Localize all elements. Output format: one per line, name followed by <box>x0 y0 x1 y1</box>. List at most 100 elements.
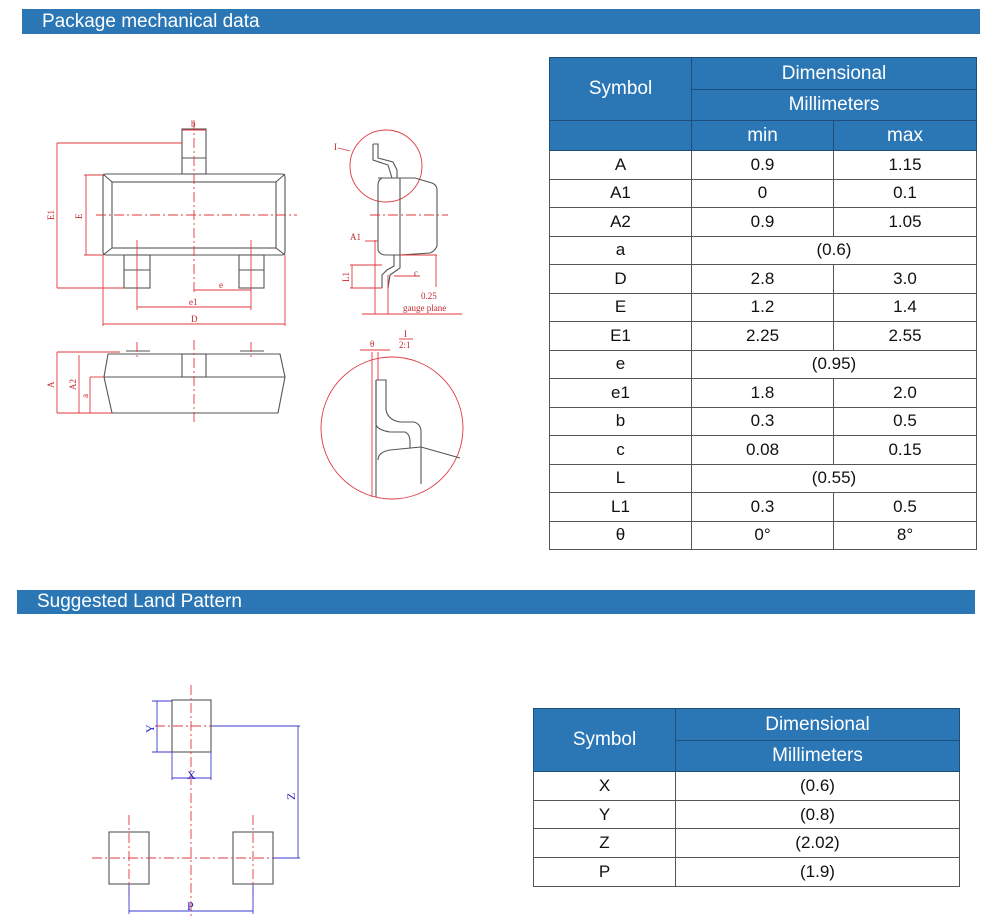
mechanical-dimensions-table: Symbol Dimensional Millimeters min max A… <box>549 57 977 550</box>
label-A2: A2 <box>68 379 78 390</box>
label-A: A <box>46 381 56 388</box>
label-detail-I: I <box>334 142 337 152</box>
max-cell: 1.4 <box>833 292 977 322</box>
min-cell: 0.9 <box>691 150 834 180</box>
label-theta: θ <box>370 339 374 349</box>
max-cell: 2.0 <box>833 378 977 408</box>
table-row: A 0.9 1.15 <box>549 150 977 180</box>
section-header-land-pattern: Suggested Land Pattern <box>17 590 975 614</box>
min-cell: 1.2 <box>691 292 834 322</box>
unit-header: Millimeters <box>675 740 960 772</box>
table-row: e (0.95) <box>549 349 977 379</box>
min-cell: 0.3 <box>691 492 834 522</box>
symbol-header: Symbol <box>533 708 676 772</box>
max-cell: 1.15 <box>833 150 977 180</box>
symbol-cell: b <box>549 406 692 436</box>
front-view: A A2 a <box>46 340 286 425</box>
min-cell: 0 <box>691 178 834 208</box>
section-header-mechanical: Package mechanical data <box>22 9 980 34</box>
symbol-cell: A2 <box>549 207 692 237</box>
table-row: P (1.9) <box>533 857 960 887</box>
table-row: a (0.6) <box>549 235 977 265</box>
min-header: min <box>691 120 834 151</box>
symbol-cell: e1 <box>549 378 692 408</box>
table-row: L (0.55) <box>549 463 977 493</box>
table-row: E1 2.25 2.55 <box>549 321 977 351</box>
max-cell: 1.05 <box>833 207 977 237</box>
nominal-cell: (0.95) <box>691 349 977 379</box>
section-title: Suggested Land Pattern <box>37 591 242 612</box>
side-view: I A1 L1 c 0.25 gauge plane <box>334 129 462 315</box>
max-cell: 0.15 <box>833 435 977 465</box>
label-e1: e1 <box>189 297 198 307</box>
table-row: A1 0 0.1 <box>549 178 977 208</box>
symbol-cell: E1 <box>549 321 692 351</box>
label-E1: E1 <box>46 210 56 220</box>
label-scale: 2:1 <box>399 340 411 350</box>
max-header: max <box>833 120 977 151</box>
symbol-cell: θ <box>549 520 692 550</box>
table-row: X (0.6) <box>533 771 960 801</box>
symbol-cell: P <box>533 857 676 887</box>
dimensional-header: Dimensional <box>675 708 960 741</box>
min-cell: 0.3 <box>691 406 834 436</box>
symbol-cell: A1 <box>549 178 692 208</box>
nominal-cell: (0.6) <box>691 235 977 265</box>
min-cell: 2.8 <box>691 264 834 294</box>
symbol-cell: D <box>549 264 692 294</box>
table-row: Z (2.02) <box>533 828 960 859</box>
label-gauge-value: 0.25 <box>421 291 437 301</box>
label-L1: L1 <box>341 272 351 282</box>
label-Y: Y <box>143 724 157 733</box>
max-cell: 0.5 <box>833 492 977 522</box>
min-cell: 0° <box>691 520 834 550</box>
value-cell: (2.02) <box>675 828 960 859</box>
label-E: E <box>74 213 84 219</box>
table-row: c 0.08 0.15 <box>549 435 977 465</box>
symbol-cell: E <box>549 292 692 322</box>
value-cell: (0.6) <box>675 771 960 801</box>
symbol-cell: X <box>533 771 676 801</box>
land-pattern-table: Symbol Dimensional Millimeters X (0.6) Y (0… <box>533 708 960 887</box>
unit-header: Millimeters <box>691 89 977 121</box>
nominal-cell: (0.55) <box>691 463 977 493</box>
table-row: D 2.8 3.0 <box>549 264 977 294</box>
section-title: Package mechanical data <box>42 11 260 32</box>
table-row: e1 1.8 2.0 <box>549 378 977 408</box>
table-row: E 1.2 1.4 <box>549 292 977 322</box>
symbol-cell: Z <box>533 828 676 859</box>
min-cell: 2.25 <box>691 321 834 351</box>
label-gauge-plane: gauge plane <box>403 303 446 313</box>
value-cell: (0.8) <box>675 799 960 830</box>
symbol-header: Symbol <box>549 57 692 121</box>
max-cell: 2.55 <box>833 321 977 351</box>
max-cell: 0.1 <box>833 178 977 208</box>
symbol-cell: Y <box>533 799 676 830</box>
dimensional-header: Dimensional <box>691 57 977 90</box>
symbol-cell: L1 <box>549 492 692 522</box>
symbol-cell: c <box>549 435 692 465</box>
label-c: c <box>414 268 418 278</box>
max-cell: 3.0 <box>833 264 977 294</box>
table-row: L1 0.3 0.5 <box>549 492 977 522</box>
label-detail-ref: I <box>404 329 407 339</box>
detail-view: θ I 2:1 <box>320 329 464 500</box>
land-pattern-drawing: Y X Z P <box>92 685 300 916</box>
label-a: a <box>80 394 90 398</box>
label-Z: Z <box>284 793 298 800</box>
min-cell: 0.08 <box>691 435 834 465</box>
max-cell: 8° <box>833 520 977 550</box>
label-A1: A1 <box>350 232 361 242</box>
label-X: X <box>187 768 196 782</box>
label-P: P <box>187 899 194 913</box>
value-cell: (1.9) <box>675 857 960 887</box>
label-b: b <box>191 119 196 129</box>
table-row: θ 0° 8° <box>549 520 977 550</box>
symbol-cell: a <box>549 235 692 265</box>
label-e: e <box>219 280 223 290</box>
table-row: b 0.3 0.5 <box>549 406 977 436</box>
symbol-cell: A <box>549 150 692 180</box>
min-cell: 1.8 <box>691 378 834 408</box>
